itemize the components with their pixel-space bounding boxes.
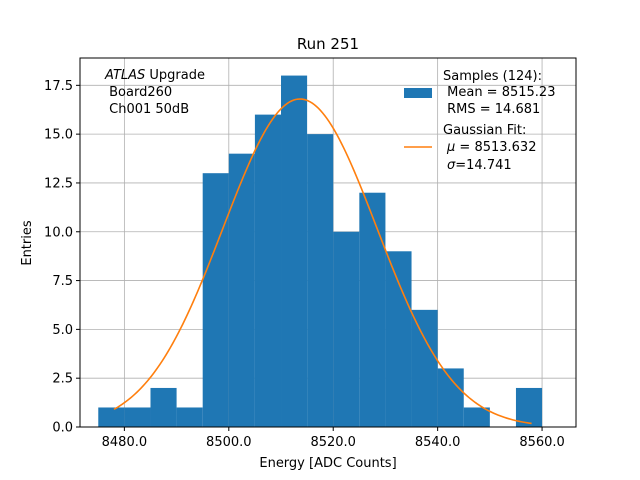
legend-fit-line-3: σ=14.741 bbox=[447, 158, 512, 173]
y-tick-label: 0.0 bbox=[52, 421, 73, 436]
histogram-bar bbox=[333, 231, 360, 427]
axis-ticks: 8480.0 8500.0 8520.0 8540.0 8560.0 0.0 2.5 5.0 7… bbox=[44, 79, 565, 450]
legend: Samples (124): Mean = 8515.23 RMS = 14.6… bbox=[404, 69, 555, 173]
legend-fit-line-2: μ = 8513.632 bbox=[446, 140, 536, 155]
y-tick-label: 12.5 bbox=[44, 176, 73, 191]
y-tick-label: 7.5 bbox=[52, 274, 73, 289]
legend-fit-line-1: Gaussian Fit: bbox=[443, 123, 526, 138]
x-tick-label: 8520.0 bbox=[310, 435, 356, 450]
histogram-bar bbox=[124, 407, 151, 427]
legend-hist-swatch bbox=[404, 88, 432, 98]
x-tick-label: 8480.0 bbox=[102, 435, 148, 450]
x-tick-label: 8500.0 bbox=[206, 435, 252, 450]
x-tick-label: 8540.0 bbox=[415, 435, 461, 450]
histogram-bar bbox=[176, 407, 203, 427]
histogram-bar bbox=[359, 192, 386, 427]
histogram-bar bbox=[254, 114, 282, 427]
gaussian-fit bbox=[113, 98, 532, 425]
histogram-bar bbox=[98, 407, 125, 427]
annotation-line-1: ATLAS Upgrade bbox=[104, 68, 205, 83]
legend-hist-line-2: Mean = 8515.23 bbox=[443, 85, 555, 100]
x-axis-label: Energy [ADC Counts] bbox=[259, 456, 396, 471]
histogram-bar bbox=[437, 368, 464, 427]
histogram-bar bbox=[202, 173, 229, 427]
histogram-bar bbox=[150, 387, 177, 427]
histogram-bar bbox=[515, 387, 543, 427]
histogram-bar bbox=[385, 251, 412, 427]
legend-mu-value: = 8513.632 bbox=[455, 140, 536, 155]
histogram-bar bbox=[411, 309, 438, 427]
annotation-atlas: ATLAS bbox=[104, 68, 145, 83]
y-tick-label: 15.0 bbox=[44, 128, 73, 143]
annotation-upgrade: Upgrade bbox=[145, 68, 205, 83]
legend-hist-line-3: RMS = 14.681 bbox=[443, 102, 540, 117]
histogram-bars bbox=[98, 75, 543, 428]
annotation-line-2: Board260 bbox=[105, 85, 172, 100]
legend-mu-symbol: μ bbox=[446, 140, 455, 155]
legend-hist-line-1: Samples (124): bbox=[443, 69, 542, 84]
y-tick-label: 10.0 bbox=[44, 225, 73, 240]
legend-sigma-value: =14.741 bbox=[455, 158, 511, 173]
fit-curve bbox=[113, 98, 532, 425]
chart-title: Run 251 bbox=[297, 35, 359, 53]
histogram-bar bbox=[463, 407, 490, 427]
histogram-bar bbox=[281, 75, 308, 428]
histogram-bar bbox=[228, 153, 255, 427]
histogram-bar bbox=[307, 134, 334, 427]
x-tick-label: 8560.0 bbox=[519, 435, 565, 450]
y-tick-label: 5.0 bbox=[52, 323, 73, 338]
annotation-line-3: Ch001 50dB bbox=[105, 102, 189, 117]
y-tick-label: 2.5 bbox=[52, 372, 73, 387]
atlas-annotation: ATLAS Upgrade Board260 Ch001 50dB bbox=[104, 68, 205, 117]
axes-frame bbox=[79, 57, 577, 428]
y-axis-label: Entries bbox=[20, 220, 35, 266]
y-tick-label: 17.5 bbox=[44, 79, 73, 94]
legend-sigma-symbol: σ bbox=[447, 158, 456, 173]
